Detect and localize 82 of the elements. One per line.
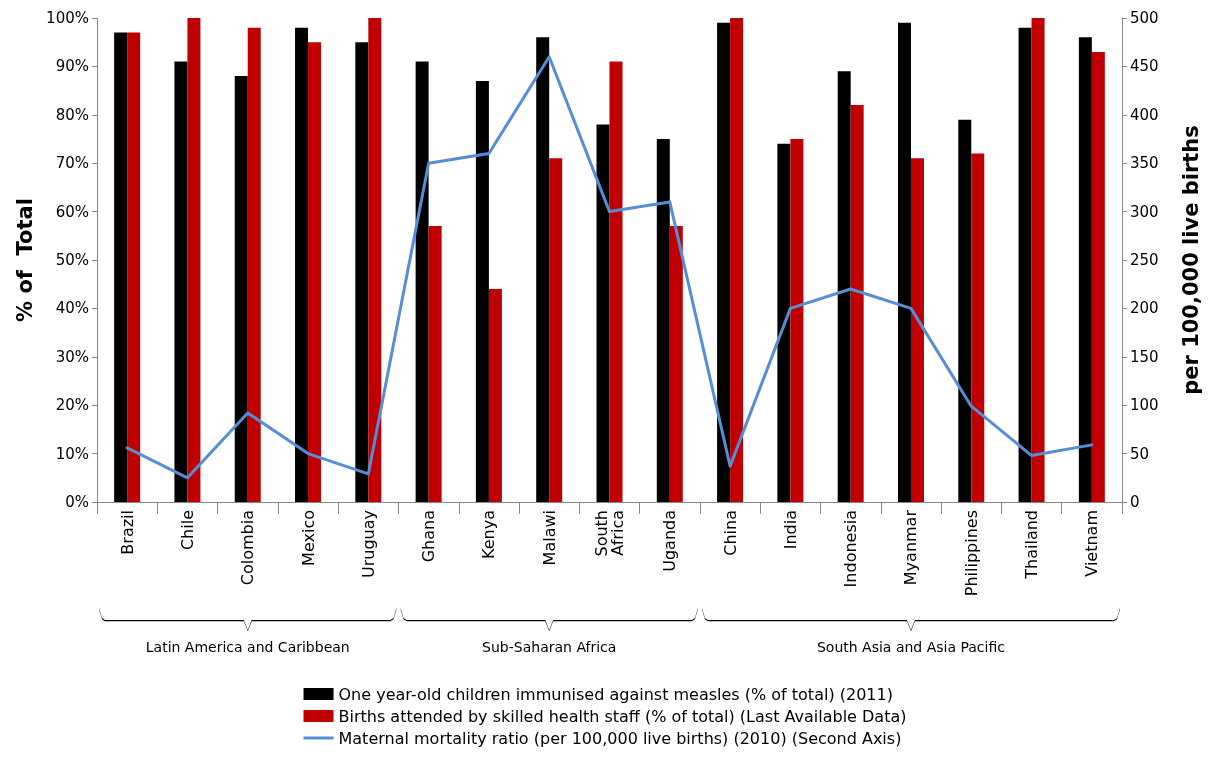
y2-tick-label: 400 <box>1130 105 1159 124</box>
y2-tick-label: 450 <box>1130 57 1159 76</box>
bar <box>114 32 128 502</box>
bar <box>174 61 188 502</box>
y-tick-label: 0% <box>65 493 89 511</box>
bar <box>234 76 248 502</box>
x-tick-label: Thailand <box>1022 510 1042 580</box>
bar <box>910 158 924 502</box>
y-tick-label: 90% <box>55 57 89 76</box>
legend-label: Births attended by skilled health staff (% of total) (Last Available Data) <box>338 706 907 726</box>
y2-axis-title: per 100,000 live births <box>1178 125 1203 395</box>
bar <box>850 105 864 502</box>
x-tick-label: Malawi <box>539 510 559 566</box>
y2-tick-label: 500 <box>1130 9 1159 27</box>
bar <box>837 71 851 502</box>
y-tick-label: 60% <box>55 202 89 221</box>
y-tick-label: 80% <box>55 105 89 124</box>
x-tick-label: Ghana <box>419 510 439 563</box>
y2-tick-label: 100 <box>1130 396 1159 415</box>
bar <box>609 61 623 502</box>
bar <box>596 124 610 502</box>
bar <box>669 226 683 502</box>
x-tick-label: Philippines <box>961 510 981 597</box>
y-tick-label: 20% <box>55 396 89 415</box>
bar <box>656 139 670 502</box>
y-axis-title: % of Total <box>12 198 37 322</box>
y2-tick-label: 150 <box>1130 347 1159 366</box>
x-tick-label: Brazil <box>117 510 137 555</box>
bar <box>549 158 563 502</box>
y-tick-label: 10% <box>55 444 89 463</box>
bar <box>127 32 141 502</box>
bar <box>187 18 201 502</box>
y-tick-label: 100% <box>46 9 89 27</box>
y2-tick-label: 250 <box>1130 251 1159 269</box>
y2-tick-label: 0 <box>1130 493 1140 511</box>
x-tick-label: China <box>720 510 740 556</box>
y2-tick-label: 50 <box>1130 444 1150 463</box>
line-series <box>125 55 1094 480</box>
bar <box>475 80 489 502</box>
x-tick-label: India <box>780 510 800 550</box>
x-tick-label: Indonesia <box>841 510 861 588</box>
bar <box>777 143 791 502</box>
y2-tick-label: 200 <box>1130 299 1159 318</box>
x-tick-label: Uruguay <box>358 510 378 578</box>
x-tick-label: Vietnam <box>1082 510 1102 577</box>
bar <box>368 18 382 502</box>
legend-label: Maternal mortality ratio (per 100,000 live births) (2010) (Second Axis) <box>338 728 902 748</box>
y-tick-label: 50% <box>55 251 89 269</box>
bar <box>958 119 972 502</box>
bar <box>1031 18 1045 502</box>
bar <box>717 22 731 502</box>
bar <box>355 42 369 502</box>
bar <box>428 226 442 502</box>
y2-tick-label: 300 <box>1130 202 1159 221</box>
bar <box>308 42 322 502</box>
x-tick-label: South Africa <box>592 510 627 557</box>
bar <box>1091 51 1105 502</box>
y-tick-label: 30% <box>55 347 89 366</box>
bar <box>1018 27 1032 502</box>
x-tick-label: Myanmar <box>901 509 921 586</box>
bar <box>971 153 985 502</box>
y-tick-label: 40% <box>55 299 89 318</box>
bar <box>536 37 550 502</box>
x-tick-label: Uganda <box>660 510 680 572</box>
bar <box>295 27 309 502</box>
text: Sub-Saharan Africa <box>482 639 617 655</box>
x-tick-label: Mexico <box>298 510 318 566</box>
x-tick-label: Colombia <box>238 510 258 586</box>
bar <box>415 61 429 502</box>
text: South Asia and Asia Pacific <box>816 639 1005 655</box>
x-tick-label: Chile <box>177 510 197 551</box>
legend-label: One year-old children immunised against measles (% of total) (2011) <box>338 684 893 704</box>
bar <box>247 27 261 502</box>
bar <box>897 22 911 502</box>
bar <box>1078 37 1092 502</box>
y2-tick-label: 350 <box>1130 154 1159 173</box>
x-tick-label: Kenya <box>479 510 499 559</box>
bar <box>790 139 804 502</box>
y-tick-label: 70% <box>55 154 89 173</box>
bar <box>488 289 502 502</box>
text: Latin America and Caribbean <box>145 639 350 655</box>
bar <box>730 18 744 502</box>
